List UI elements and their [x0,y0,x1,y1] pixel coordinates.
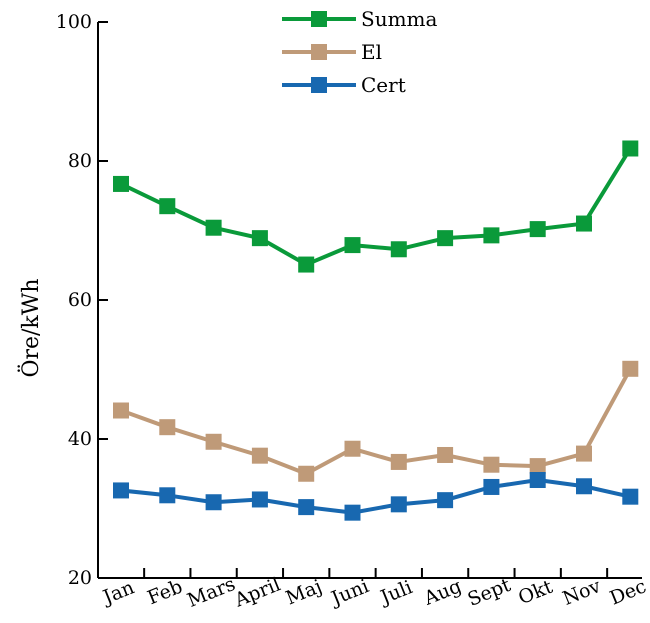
data-point-cert [622,488,639,505]
legend-label-cert: Cert [361,73,406,97]
data-point-cert [205,494,222,511]
data-point-el [113,402,129,419]
data-point-cert [159,487,176,504]
data-point-cert [576,478,592,495]
y-tick-label: 60 [68,289,92,311]
data-point-summa [622,140,639,157]
series-lines [113,140,639,521]
x-tick-label: Dec [607,575,650,609]
data-point-el [483,456,500,473]
x-tick-label: Maj [283,575,325,609]
x-tick-label: Juli [376,576,416,609]
series-line-el [120,367,633,476]
x-tick-label: Aug [420,575,465,610]
data-point-summa [437,230,454,247]
legend-marker-el [311,44,327,60]
data-point-el [251,447,268,464]
data-point-summa [529,221,546,238]
data-point-summa [113,175,129,192]
y-ticks: 20 40 60 80 100 [56,11,108,589]
x-tick-label: Sept [465,574,514,611]
legend-label-summa: Summa [361,7,438,31]
legend-label-el: El [361,40,382,64]
data-point-el [159,419,176,436]
data-point-summa [483,227,500,244]
legend: Summa El Cert [282,7,438,97]
data-point-cert [344,504,361,521]
data-point-cert [483,478,500,495]
x-tick-label: Feb [144,576,185,610]
x-tick-label: Okt [515,576,556,610]
data-point-summa [251,230,268,247]
legend-marker-summa [311,11,327,27]
data-point-el [390,453,407,470]
x-tick-label: Nov [560,575,604,610]
data-point-cert [298,499,315,516]
data-point-summa [205,219,222,236]
x-tick-label: Jan [98,576,137,609]
data-point-summa [390,241,407,258]
series-line-cert [120,478,631,515]
data-point-cert [113,482,129,499]
data-point-cert [529,472,546,489]
data-point-cert [390,496,407,513]
data-point-el [576,445,592,462]
series-line-summa [120,147,633,267]
data-point-summa [344,237,361,254]
data-point-el [298,465,315,482]
data-point-cert [437,492,454,509]
y-tick-label: 20 [68,567,92,589]
axes: Öre/kWh [17,22,642,579]
data-point-summa [576,215,592,232]
y-tick-label: 40 [68,428,92,450]
data-point-el [529,458,546,475]
data-point-el [344,440,361,457]
data-point-el [622,360,639,377]
x-tick-label: Juni [327,575,372,610]
legend-marker-cert [311,77,327,93]
data-point-cert [251,491,268,508]
data-point-el [205,433,222,450]
data-point-summa [298,256,315,273]
y-axis-title: Öre/kWh [17,278,44,377]
x-tick-label: April [231,573,284,611]
y-tick-label: 100 [56,11,92,33]
data-point-el [437,446,454,463]
y-tick-label: 80 [68,150,92,172]
data-point-summa [159,198,176,215]
